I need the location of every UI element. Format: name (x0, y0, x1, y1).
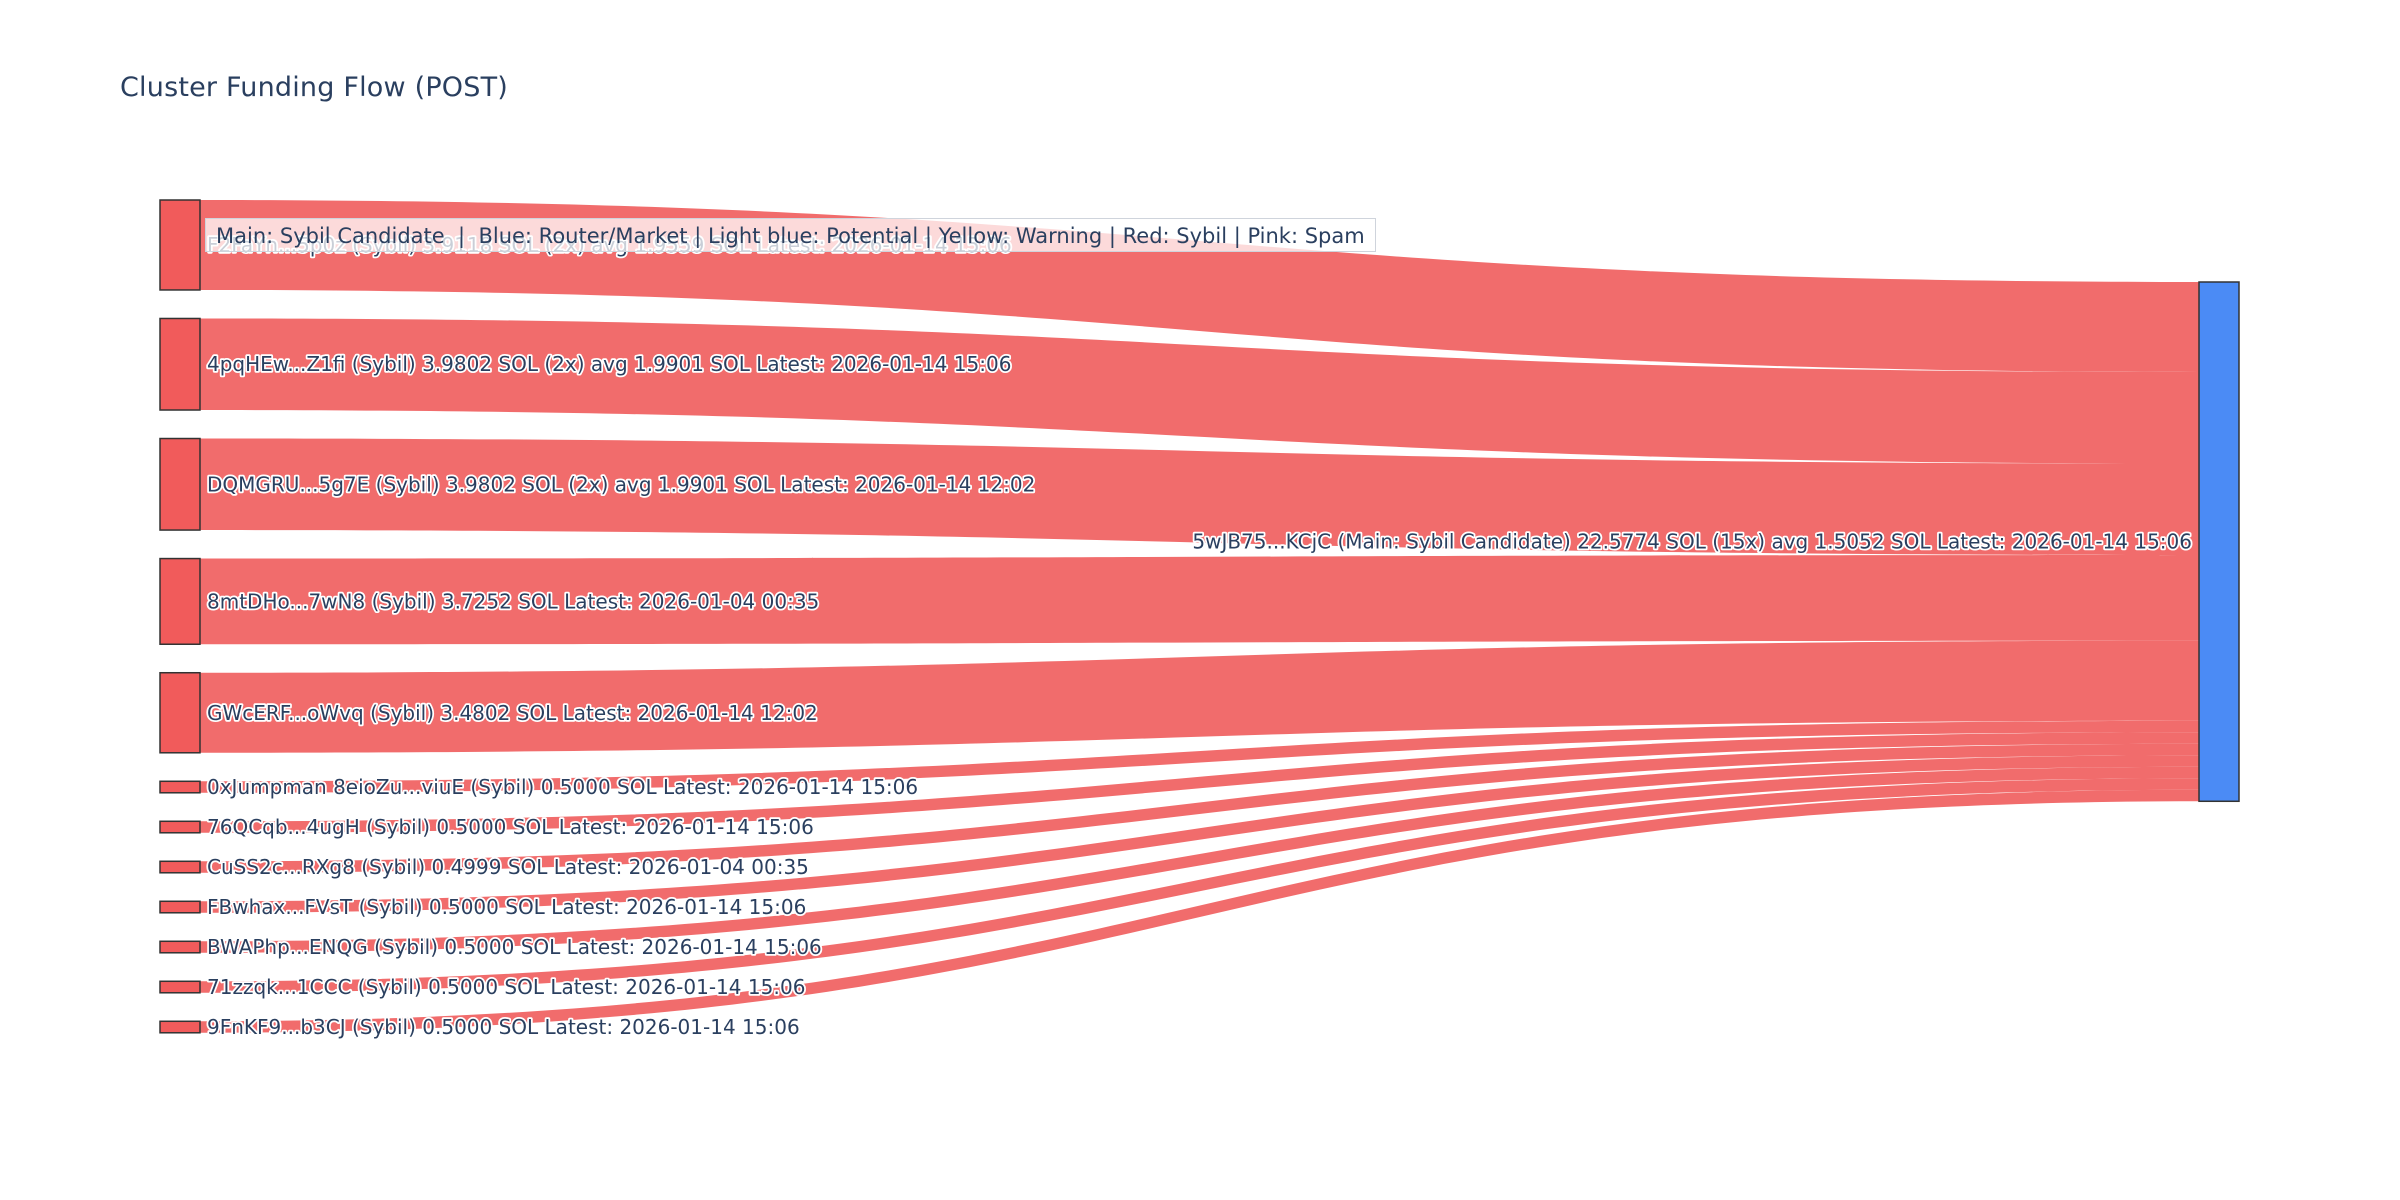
sankey-link-6[interactable] (200, 732, 2199, 833)
sankey-link-11[interactable] (200, 789, 2199, 1033)
sankey-source-node-11[interactable] (159, 1020, 201, 1034)
sankey-source-label-4: GWcERF...oWvq (Sybil) 3.4802 SOL Latest:… (207, 701, 818, 725)
sankey-source-node-3[interactable] (159, 557, 201, 645)
sankey-source-label-11: 9FnKF9...b3CJ (Sybil) 0.5000 SOL Latest:… (207, 1015, 800, 1039)
sankey-link-7[interactable] (200, 743, 2199, 873)
sankey-target-label: 5wJB75...KCjC (Main: Sybil Candidate) 22… (1192, 530, 2192, 554)
sankey-source-node-9[interactable] (159, 940, 201, 954)
chart-title: Cluster Funding Flow (POST) (120, 72, 509, 103)
sankey-link-8[interactable] (200, 755, 2199, 913)
sankey-source-node-6[interactable] (159, 820, 201, 834)
sankey-link-3[interactable] (200, 555, 2199, 645)
sankey-link-10[interactable] (200, 778, 2199, 993)
sankey-source-label-1: 4pqHEw...Z1fi (Sybil) 3.9802 SOL (2x) av… (207, 352, 1011, 376)
sankey-source-label-7: CuSS2c...RXg8 (Sybil) 0.4999 SOL Latest:… (207, 855, 809, 879)
sankey-link-9[interactable] (200, 766, 2199, 953)
sankey-source-label-9: BWAPhp...ENQG (Sybil) 0.5000 SOL Latest:… (207, 935, 822, 959)
sankey-link-4[interactable] (200, 640, 2199, 753)
sankey-link-5[interactable] (200, 720, 2199, 793)
sankey-link-1[interactable] (200, 318, 2199, 464)
sankey-source-label-2: DQMGRU...5g7E (Sybil) 3.9802 SOL (2x) av… (207, 472, 1035, 496)
sankey-source-label-10: 71zzqk...1CCC (Sybil) 0.5000 SOL Latest:… (207, 975, 805, 999)
sankey-target-node[interactable] (2198, 281, 2240, 803)
sankey-source-node-1[interactable] (159, 317, 201, 411)
sankey-source-label-8: FBwhax...FVsT (Sybil) 0.5000 SOL Latest:… (207, 895, 806, 919)
sankey-source-label-3: 8mtDHo...7wN8 (Sybil) 3.7252 SOL Latest:… (207, 589, 819, 613)
sankey-source-node-0[interactable] (159, 199, 201, 291)
sankey-link-2[interactable] (200, 438, 2199, 556)
sankey-source-node-2[interactable] (159, 437, 201, 531)
sankey-source-node-7[interactable] (159, 860, 201, 874)
sankey-source-label-6: 76QCqb...4ugH (Sybil) 0.5000 SOL Latest:… (207, 815, 814, 839)
sankey-source-node-5[interactable] (159, 780, 201, 794)
sankey-source-node-10[interactable] (159, 980, 201, 994)
sankey-source-node-8[interactable] (159, 900, 201, 914)
legend-annotation: Main: Sybil Candidate | Blue: Router/Mar… (205, 218, 1376, 252)
sankey-source-label-5: 0xJumpman 8eioZu...viuE (Sybil) 0.5000 S… (207, 775, 918, 799)
sankey-source-node-4[interactable] (159, 671, 201, 754)
